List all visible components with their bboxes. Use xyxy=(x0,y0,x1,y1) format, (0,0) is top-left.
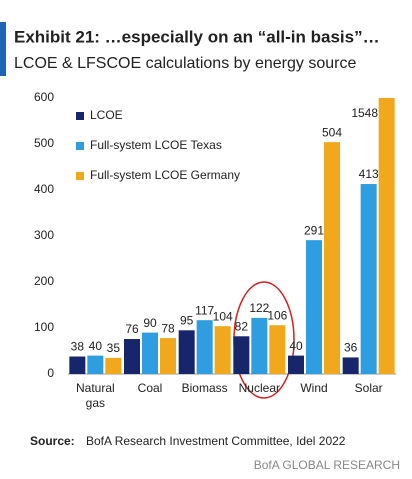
legend-label: Full-system LCOE Texas xyxy=(90,138,222,152)
value-label: 291 xyxy=(304,223,324,237)
bar xyxy=(342,357,359,374)
x-tick-label: Wind xyxy=(300,381,328,395)
legend-swatch xyxy=(76,112,84,120)
chart-subtitle: LCOE & LFSCOE calculations by energy sou… xyxy=(14,55,356,72)
bars xyxy=(69,98,395,374)
legend-swatch xyxy=(76,172,84,180)
legend-label: LCOE xyxy=(90,108,123,122)
bar xyxy=(142,332,158,374)
y-tick-label: 300 xyxy=(34,228,54,242)
x-tick-label: Nuclear xyxy=(238,381,280,395)
x-tick-label: Solar xyxy=(354,381,383,395)
value-label: 78 xyxy=(161,321,175,335)
bar xyxy=(251,317,268,374)
legend-swatch xyxy=(76,142,84,150)
x-tick-label: Biomass xyxy=(181,381,228,395)
bar xyxy=(306,240,322,374)
value-label: 38 xyxy=(71,340,85,354)
legend-label: Full-system LCOE Germany xyxy=(90,168,240,182)
y-tick-label: 100 xyxy=(34,320,54,334)
x-tick-label: Coal xyxy=(137,381,163,395)
y-tick-label: 200 xyxy=(34,274,54,288)
bar xyxy=(324,142,340,374)
value-label: 1548 xyxy=(351,106,378,120)
bar xyxy=(105,357,122,374)
value-label: 35 xyxy=(107,341,121,355)
bar xyxy=(214,326,231,374)
value-label: 90 xyxy=(143,316,157,330)
bar xyxy=(196,320,213,374)
bar xyxy=(360,184,377,374)
bar xyxy=(178,330,195,374)
y-tick-label: 400 xyxy=(34,182,54,196)
bar xyxy=(269,325,286,374)
value-label: 413 xyxy=(359,167,379,181)
y-tick-label: 500 xyxy=(34,136,54,150)
bar xyxy=(378,98,395,374)
x-tick-label: Natural gas xyxy=(75,381,115,410)
value-label: 40 xyxy=(89,339,103,353)
bar xyxy=(87,355,104,374)
value-label: 40 xyxy=(289,339,303,353)
footer: BofA GLOBAL RESEARCH xyxy=(254,458,400,472)
source-label: Source: xyxy=(30,434,75,448)
bar xyxy=(288,355,304,374)
value-label: 82 xyxy=(235,319,249,333)
value-label: 95 xyxy=(180,313,194,327)
source: BofA Research Investment Committee, Idel… xyxy=(86,434,346,448)
value-label: 76 xyxy=(125,322,139,336)
y-tick-label: 600 xyxy=(34,90,54,104)
value-label: 106 xyxy=(267,308,287,322)
bar xyxy=(124,339,140,374)
bar xyxy=(233,336,250,374)
y-tick-label: 0 xyxy=(47,366,54,380)
chart-title: Exhibit 21: …especially on an “all-in ba… xyxy=(14,27,380,46)
value-label: 117 xyxy=(195,303,214,317)
value-label: 104 xyxy=(213,309,233,323)
title-accent xyxy=(0,22,6,76)
value-label: 122 xyxy=(249,301,269,315)
bar xyxy=(69,356,86,374)
value-label: 504 xyxy=(322,125,342,139)
value-label: 36 xyxy=(344,341,358,355)
bar xyxy=(160,338,176,374)
